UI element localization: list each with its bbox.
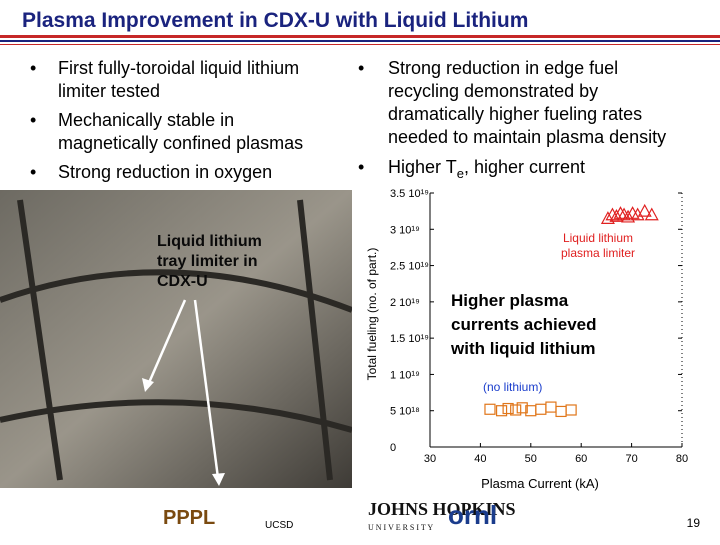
series-label: (no lithium) bbox=[483, 380, 542, 394]
y-tick-label: 3.5 10¹⁹ bbox=[390, 188, 429, 200]
y-tick-label: 3 10¹⁹ bbox=[390, 224, 420, 236]
logo: UCSD bbox=[265, 520, 293, 531]
title-rule bbox=[0, 44, 720, 45]
x-tick-label: 50 bbox=[525, 453, 537, 465]
x-tick-label: 40 bbox=[474, 453, 486, 465]
point bbox=[609, 208, 624, 222]
y-tick-label: 2.5 10¹⁹ bbox=[390, 261, 429, 273]
logo: ornl bbox=[448, 500, 497, 530]
point bbox=[630, 207, 645, 221]
title: Plasma Improvement in CDX-U with Liquid … bbox=[22, 9, 528, 32]
x-tick-label: 60 bbox=[575, 453, 587, 465]
photo-detail bbox=[0, 199, 354, 481]
photo-caption: Liquid lithium bbox=[157, 233, 262, 250]
bullet-text: Strong reduction in oxygen bbox=[58, 162, 272, 182]
arrow-head bbox=[212, 473, 225, 486]
bullet-text: limiter tested bbox=[58, 81, 160, 101]
y-tick-label: 1.5 10¹⁹ bbox=[390, 333, 429, 345]
bullet-dot: • bbox=[30, 58, 36, 78]
point bbox=[516, 402, 528, 414]
logo: PPPL bbox=[163, 507, 215, 529]
y-axis-label: Total fueling (no. of part.) bbox=[365, 248, 379, 381]
bullet-dot: • bbox=[30, 110, 36, 130]
bullet-text: First fully-toroidal liquid lithium bbox=[58, 58, 299, 78]
point bbox=[613, 206, 628, 219]
title-rule bbox=[0, 40, 720, 42]
subscript: e bbox=[457, 166, 464, 181]
series-label: Liquid lithium plasma limiter bbox=[561, 231, 635, 260]
series-label: plasma limiter bbox=[561, 246, 635, 260]
bullet-text: Higher T bbox=[388, 157, 457, 177]
point bbox=[495, 405, 508, 417]
point bbox=[637, 203, 652, 217]
x-tick-label: 70 bbox=[625, 453, 637, 465]
point bbox=[605, 207, 620, 221]
y-tick-label: 2 10¹⁹ bbox=[390, 297, 420, 309]
point bbox=[502, 402, 514, 415]
bullet-text: Higher Te, higher current bbox=[388, 157, 585, 181]
y-tick-label: 1 10¹⁹ bbox=[390, 369, 420, 381]
point bbox=[600, 211, 615, 224]
photo-caption: CDX-U bbox=[157, 273, 208, 290]
logo-band bbox=[0, 488, 720, 540]
x-tick-label: 80 bbox=[676, 453, 688, 465]
chart-area bbox=[352, 185, 692, 465]
logo: U N I V E R S I T Y bbox=[368, 523, 433, 532]
bullet-text: magnetically confined plasmas bbox=[58, 133, 303, 153]
bullet-text: Mechanically stable in bbox=[58, 110, 234, 130]
y-tick-label: 5 10¹⁸ bbox=[390, 406, 420, 418]
bullet-dot: • bbox=[358, 58, 364, 78]
point bbox=[510, 404, 522, 416]
bullet-text: dramatically higher fueling rates bbox=[388, 104, 642, 124]
annotation: currents achieved bbox=[451, 315, 597, 334]
arrow bbox=[146, 299, 187, 386]
x-tick-label: 30 bbox=[424, 453, 436, 465]
bullet-text: , higher current bbox=[464, 157, 585, 177]
y-tick-label: 0 bbox=[390, 442, 396, 454]
point bbox=[621, 209, 636, 223]
page-number: 19 bbox=[687, 516, 701, 530]
point bbox=[565, 404, 577, 416]
annotation: with liquid lithium bbox=[450, 339, 595, 358]
annotation: Higher plasma bbox=[451, 291, 569, 310]
logo: JOHNS HOPKINS bbox=[368, 499, 516, 519]
arrow bbox=[193, 299, 220, 479]
bullet-dot: • bbox=[358, 157, 364, 177]
x-axis-label: Plasma Current (kA) bbox=[481, 476, 599, 491]
point bbox=[484, 403, 496, 415]
bullet-text: recycling demonstrated by bbox=[388, 81, 598, 101]
point bbox=[617, 207, 632, 221]
bullet-dot: • bbox=[30, 162, 36, 182]
title-rule bbox=[0, 35, 720, 38]
bullet-text: Strong reduction in edge fuel bbox=[388, 58, 618, 78]
photo-caption: tray limiter in bbox=[157, 253, 257, 270]
arrow-head bbox=[142, 378, 154, 392]
photo bbox=[0, 190, 352, 488]
series-label: Liquid lithium bbox=[563, 231, 633, 245]
bullet-text: needed to maintain plasma density bbox=[388, 127, 666, 147]
point bbox=[644, 207, 659, 221]
